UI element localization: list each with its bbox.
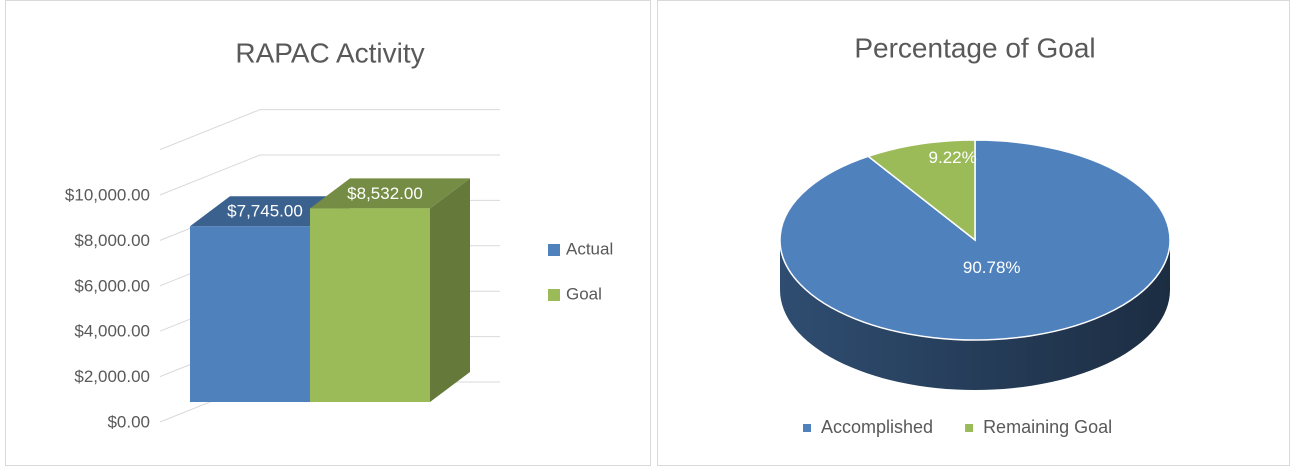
y-tick-label: $2,000.00 <box>74 367 150 386</box>
legend-label: Accomplished <box>821 417 933 437</box>
bar-side <box>430 178 470 402</box>
legend-swatch <box>548 244 560 256</box>
bar <box>310 208 430 402</box>
y-tick-label: $6,000.00 <box>74 276 150 295</box>
legend-swatch <box>803 424 811 432</box>
legend-label: Goal <box>566 284 602 303</box>
legend-swatch <box>548 289 560 301</box>
legend-label: Remaining Goal <box>983 417 1112 437</box>
data-label: 9.22% <box>929 148 977 167</box>
pie-side <box>780 240 1170 390</box>
y-tick-label: $8,000.00 <box>74 231 150 250</box>
y-tick-label: $4,000.00 <box>74 322 150 341</box>
grid-line <box>159 109 500 151</box>
data-label: $7,745.00 <box>227 202 303 221</box>
bar-top <box>310 178 470 209</box>
legend-label: Actual <box>566 239 613 258</box>
bar <box>190 226 310 402</box>
chart-title: Percentage of Goal <box>854 32 1095 63</box>
pie-slice <box>866 139 976 242</box>
chart-title: RAPAC Activity <box>235 37 424 68</box>
legend-swatch <box>965 424 974 432</box>
data-label: 90.78% <box>963 258 1021 277</box>
grid-line <box>159 154 500 196</box>
data-label: $8,532.00 <box>347 184 423 203</box>
y-tick-label: $0.00 <box>107 412 150 431</box>
y-tick-label: $10,000.00 <box>65 185 150 204</box>
